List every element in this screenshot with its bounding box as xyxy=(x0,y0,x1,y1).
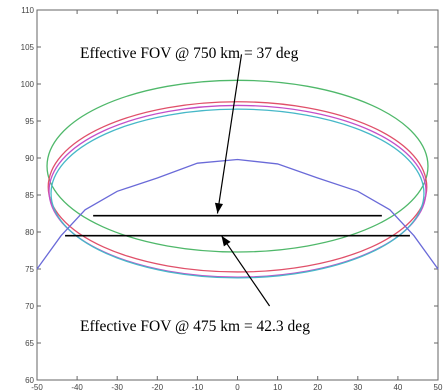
y-tick-label: 95 xyxy=(25,117,34,126)
annotation-arrowhead-0 xyxy=(214,202,224,214)
y-tick-label: 65 xyxy=(25,339,34,348)
x-tick-label: 40 xyxy=(393,383,402,392)
fov-ellipse-series-3 xyxy=(50,108,425,279)
plot-area-frame xyxy=(36,9,439,381)
annotation-arrow-1 xyxy=(220,235,271,307)
x-tick-label: 0 xyxy=(235,383,240,392)
x-tick-label: 10 xyxy=(273,383,282,392)
annotation-arrowhead-1 xyxy=(221,235,231,247)
y-tick-label: 60 xyxy=(25,376,34,385)
y-tick-label: 105 xyxy=(21,43,35,52)
x-tick-label: -10 xyxy=(192,383,204,392)
x-axis: -50 -40 -30 -20 -10 0 10 20 30 40 50 xyxy=(31,10,443,392)
y-tick-label: 70 xyxy=(25,302,34,311)
series-group xyxy=(36,79,439,279)
x-tick-label: -30 xyxy=(111,383,123,392)
x-tick-label: -20 xyxy=(152,383,164,392)
reference-lines xyxy=(65,214,410,237)
y-tick-label: 100 xyxy=(21,80,35,89)
y-tick-label: 90 xyxy=(25,154,34,163)
y-tick-label: 85 xyxy=(25,191,34,200)
fov-ellipse-series-1 xyxy=(47,101,428,273)
x-tick-label: -50 xyxy=(31,383,43,392)
annotation-750km-label: Effective FOV @ 750 km = 37 deg xyxy=(80,45,299,62)
fov-curve-series-4 xyxy=(36,158,439,270)
fov-ellipse-series-2 xyxy=(48,104,427,278)
y-tick-label: 110 xyxy=(21,6,34,15)
x-tick-label: -40 xyxy=(71,383,83,392)
y-axis: 60 65 70 75 80 85 90 95 100 105 110 xyxy=(21,6,438,385)
annotation-arrow-0 xyxy=(216,54,243,214)
x-tick-label: 30 xyxy=(353,383,362,392)
annotations: Effective FOV @ 750 km = 37 deg Effectiv… xyxy=(80,45,310,335)
y-tick-label: 80 xyxy=(25,228,34,237)
annotation-475km-label: Effective FOV @ 475 km = 42.3 deg xyxy=(80,318,310,335)
x-tick-label: 50 xyxy=(434,383,443,392)
x-tick-label: 20 xyxy=(313,383,322,392)
y-tick-label: 75 xyxy=(25,265,34,274)
